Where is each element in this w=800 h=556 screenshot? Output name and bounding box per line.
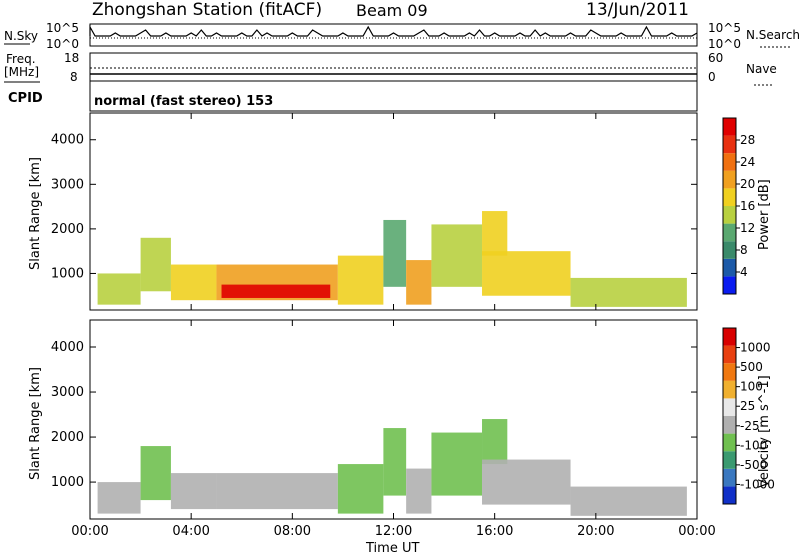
power-ytick-label-0: 1000 — [51, 266, 84, 281]
velocity-cb-label-6: -500 — [740, 458, 767, 472]
velocity-region-0 — [97, 482, 141, 514]
velocity-colorbar-seg-7 — [723, 363, 736, 381]
velocity-ytick-label-2: 3000 — [51, 385, 84, 400]
freq-tick-top: 18 — [64, 51, 80, 65]
power-ytick-label-3: 4000 — [51, 133, 84, 148]
velocity-region-8 — [482, 419, 508, 465]
power-cb-label-2: 20 — [740, 177, 755, 191]
power-cb-label-0: 28 — [740, 133, 755, 147]
velocity-region-1 — [140, 446, 171, 501]
velocity-colorbar-frame — [722, 327, 737, 505]
cpid-panel-frame — [89, 80, 698, 112]
power-region-4 — [221, 284, 331, 298]
velocity-cb-label-2: 100 — [740, 380, 763, 394]
date-label: 13/Jun/2011 — [586, 0, 689, 20]
power-region-5 — [337, 255, 384, 305]
velocity-cb-label-0: 1000 — [740, 341, 771, 355]
nave-tick-bottom: 0 — [708, 70, 716, 84]
power-region-7 — [406, 260, 432, 305]
nsky-tick-top: 10^5 — [46, 21, 79, 35]
freq-panel-frame — [89, 52, 698, 82]
power-colorbar-seg-3 — [723, 223, 736, 242]
velocity-region-10 — [570, 486, 687, 516]
power-cb-label-6: 4 — [740, 265, 748, 279]
velocity-cb-label-5: -100 — [740, 438, 767, 452]
freq-tick-bottom: 8 — [70, 70, 78, 84]
velocity-region-5 — [383, 428, 407, 496]
nsky-tick-bottom: 10^0 — [46, 37, 79, 51]
power-region-10 — [482, 251, 571, 296]
beam-label: Beam 09 — [356, 1, 428, 20]
power-colorbar-seg-1 — [723, 258, 736, 277]
power-colorbar-seg-8 — [723, 135, 736, 154]
power-colorbar-seg-5 — [723, 188, 736, 206]
power-cb-label-1: 24 — [740, 155, 755, 169]
velocity-region-7 — [431, 432, 483, 496]
power-colorbar-seg-0 — [723, 276, 736, 294]
velocity-cb-label-4: -25 — [740, 419, 760, 433]
velocity-region-9 — [482, 459, 571, 505]
freq-label-2: [MHz] — [4, 65, 40, 79]
power-colorbar-seg-6 — [723, 170, 736, 189]
velocity-colorbar-seg-6 — [723, 380, 736, 399]
nsky-trace — [89, 24, 698, 37]
velocity-ytick-label-3: 4000 — [51, 340, 84, 355]
velocity-region-3 — [216, 473, 338, 510]
velocity-colorbar-seg-9 — [723, 328, 736, 346]
velocity-colorbar-seg-1 — [723, 468, 736, 487]
x-tick-label-4: 16:00 — [476, 524, 513, 539]
power-ytick-label-2: 3000 — [51, 177, 84, 192]
nave-label: Nave — [746, 62, 777, 76]
velocity-ytick-label-0: 1000 — [51, 475, 84, 490]
power-region-0 — [97, 273, 141, 305]
velocity-region-6 — [406, 468, 432, 514]
x-tick-label-3: 12:00 — [375, 524, 412, 539]
velocity-colorbar-seg-3 — [723, 433, 736, 452]
velocity-region-4 — [337, 464, 384, 514]
cpid-text: normal (fast stereo) 153 — [94, 94, 274, 109]
velocity-colorbar-seg-5 — [723, 398, 736, 416]
nsearch-tick-bottom: 10^0 — [708, 37, 741, 51]
power-colorbar-seg-4 — [723, 206, 736, 224]
nsky-panel-frame — [89, 23, 698, 47]
power-colorbar-seg-2 — [723, 241, 736, 259]
power-colorbar-seg-9 — [723, 118, 736, 136]
velocity-cb-label-7: -1000 — [740, 477, 775, 491]
x-tick-label-1: 04:00 — [172, 524, 209, 539]
power-ytick-label-1: 2000 — [51, 222, 84, 237]
power-cb-label-5: 8 — [740, 243, 748, 257]
power-region-1 — [140, 237, 171, 292]
power-region-2 — [170, 264, 217, 301]
nsearch-label: N.Search — [746, 28, 800, 42]
velocity-cb-label-1: 500 — [740, 360, 763, 374]
velocity-cb-label-3: 25 — [740, 399, 755, 413]
velocity-colorbar-seg-0 — [723, 486, 736, 504]
power-region-6 — [383, 219, 407, 287]
station-title: Zhongshan Station (fitACF) — [92, 0, 323, 20]
nsky-label: N.Sky — [4, 29, 39, 43]
power-region-8 — [431, 224, 483, 287]
velocity-colorbar-seg-2 — [723, 451, 736, 469]
nave-tick-top: 60 — [708, 51, 724, 65]
velocity-region-2 — [170, 473, 217, 510]
power-cb-label-3: 16 — [740, 199, 755, 213]
velocity-ytick-label-1: 2000 — [51, 430, 84, 445]
x-tick-label-0: 00:00 — [71, 524, 108, 539]
x-tick-label-2: 08:00 — [274, 524, 311, 539]
cpid-label: CPID — [8, 91, 43, 106]
freq-label-1: Freq. — [6, 52, 36, 66]
power-region-9 — [482, 211, 508, 256]
x-tick-label-5: 20:00 — [577, 524, 614, 539]
velocity-colorbar-seg-4 — [723, 416, 736, 434]
velocity-colorbar-seg-8 — [723, 345, 736, 364]
x-tick-label-6: 00:00 — [678, 524, 715, 539]
x-axis-label: Time UT — [366, 541, 420, 556]
power-cb-label-4: 12 — [740, 221, 755, 235]
power-region-11 — [570, 277, 687, 307]
nsearch-tick-top: 10^5 — [708, 21, 741, 35]
power-colorbar-seg-7 — [723, 153, 736, 171]
